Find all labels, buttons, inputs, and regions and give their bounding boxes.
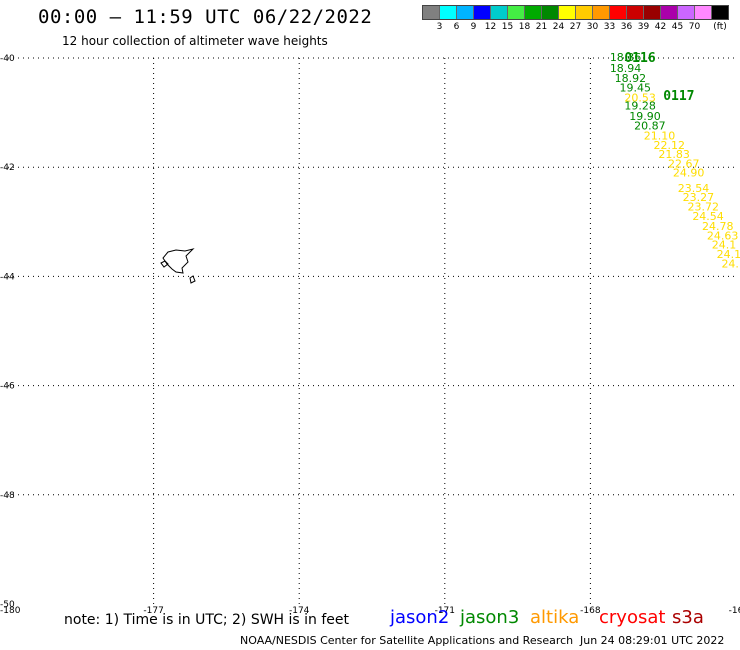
color-swatch bbox=[440, 6, 457, 19]
map-grid bbox=[8, 57, 736, 604]
color-scale-label: 9 bbox=[470, 22, 477, 32]
swh-value-label: 23.27 bbox=[683, 191, 715, 204]
color-swatch bbox=[610, 6, 627, 19]
legend-cryosat: cryosat bbox=[599, 607, 666, 628]
legend-s3a: s3a bbox=[672, 607, 704, 628]
footer-credit: NOAA/NESDIS Center for Satellite Applica… bbox=[240, 634, 574, 647]
swh-value-label: 20.87 bbox=[634, 120, 666, 133]
color-scale-swatches bbox=[422, 5, 729, 20]
x-tick-label: -171 bbox=[435, 606, 455, 616]
swh-value-label: 19.90 bbox=[629, 110, 661, 123]
swh-value-label: 21.83 bbox=[658, 148, 690, 161]
map-title: 00:00 – 11:59 UTC 06/22/2022 bbox=[38, 6, 373, 28]
color-swatch bbox=[559, 6, 576, 19]
color-scale-label: 70 bbox=[688, 22, 701, 32]
units-note: note: 1) Time is in UTC; 2) SWH is in fe… bbox=[64, 612, 350, 628]
color-scale-label: 6 bbox=[453, 22, 460, 32]
swh-value-label: 19.28 bbox=[624, 100, 656, 113]
color-swatch bbox=[661, 6, 678, 19]
color-swatch bbox=[491, 6, 508, 19]
color-swatch bbox=[678, 6, 695, 19]
island-islet bbox=[160, 260, 169, 268]
color-scale-label: 21 bbox=[535, 22, 548, 32]
color-swatch bbox=[474, 6, 491, 19]
swh-value-label: 24. bbox=[721, 257, 739, 270]
swh-value-label: 22.12 bbox=[653, 139, 685, 152]
y-tick-label: -42 bbox=[0, 163, 15, 173]
color-scale-label: 18 bbox=[518, 22, 531, 32]
map-axes: -180 -177 -174 -171 -168 -16 -40 -42 -44 -46 -48 -5… bbox=[0, 54, 740, 616]
x-tick-label: -16 bbox=[729, 606, 740, 616]
swh-value-label: 18.92 bbox=[615, 72, 647, 85]
color-swatch bbox=[525, 6, 542, 19]
swh-value-label: 21.10 bbox=[644, 130, 676, 143]
color-swatch bbox=[712, 6, 728, 19]
x-tick-label: -168 bbox=[580, 606, 601, 616]
color-scale-label: 24 bbox=[552, 22, 565, 32]
pass-id-label: 0117 bbox=[663, 89, 694, 104]
swh-value-label: 18.36 bbox=[610, 51, 642, 64]
island-islet-small bbox=[189, 275, 196, 284]
y-tick-label: -40 bbox=[0, 54, 15, 64]
legend-altika: altika bbox=[530, 607, 580, 628]
color-swatch bbox=[423, 6, 440, 19]
swh-value-label: 24.63 bbox=[707, 229, 739, 242]
x-tick-label: -174 bbox=[289, 606, 310, 616]
color-scale-labels: 3 6 9 12 15 18 21 24 27 30 33 36 39 42 45 70 (ft) bbox=[422, 20, 729, 32]
swh-value-label: 22.67 bbox=[668, 157, 700, 170]
y-tick-label: -48 bbox=[0, 491, 15, 501]
swh-value-label: 24.78 bbox=[702, 220, 734, 233]
color-scale-label: 3 bbox=[436, 22, 443, 32]
legend-jason3: jason3 bbox=[460, 607, 520, 628]
color-scale-label: 36 bbox=[620, 22, 633, 32]
color-scale-label: 42 bbox=[654, 22, 667, 32]
swh-value-label: 24.54 bbox=[692, 210, 724, 223]
map-subtitle: 12 hour collection of altimeter wave hei… bbox=[62, 34, 328, 48]
color-swatch bbox=[576, 6, 593, 19]
island-outline bbox=[162, 248, 195, 274]
swh-value-label: 24.1 bbox=[717, 248, 740, 261]
color-scale-label: 39 bbox=[637, 22, 650, 32]
color-scale-label: 30 bbox=[586, 22, 599, 32]
color-scale-label: 12 bbox=[484, 22, 497, 32]
color-scale-label: 15 bbox=[501, 22, 514, 32]
swh-value-label: 18.94 bbox=[610, 62, 642, 75]
x-tick-label: -177 bbox=[143, 606, 163, 616]
swh-value-label: 23.72 bbox=[687, 201, 719, 214]
color-swatch bbox=[593, 6, 610, 19]
color-swatch bbox=[542, 6, 559, 19]
color-swatch bbox=[644, 6, 661, 19]
footer-timestamp: Jun 24 08:29:01 UTC 2022 bbox=[580, 634, 725, 647]
x-tick-label: -180 bbox=[0, 606, 21, 616]
swh-value-label: 19.45 bbox=[620, 81, 652, 94]
swh-value-label: 24.1 bbox=[712, 239, 737, 252]
color-scale-label: 45 bbox=[671, 22, 684, 32]
swh-value-label: 24.90 bbox=[673, 167, 705, 180]
y-tick-label: -44 bbox=[0, 272, 15, 282]
y-tick-label: -46 bbox=[0, 382, 15, 392]
color-swatch bbox=[457, 6, 474, 19]
swh-value-label: 23.54 bbox=[678, 182, 710, 195]
color-swatch bbox=[627, 6, 644, 19]
color-swatch bbox=[508, 6, 525, 19]
islands bbox=[160, 248, 196, 284]
color-scale-unit: (ft) bbox=[713, 22, 727, 32]
color-swatch bbox=[695, 6, 712, 19]
color-scale-label: 33 bbox=[603, 22, 616, 32]
y-tick-label: -50 bbox=[0, 600, 15, 610]
swh-value-label: 20.53 bbox=[624, 91, 656, 104]
color-scale-legend: 3 6 9 12 15 18 21 24 27 30 33 36 39 42 45 70 (ft) bbox=[422, 5, 729, 32]
color-scale-label: 27 bbox=[569, 22, 582, 32]
pass-id-label: 0116 bbox=[624, 51, 655, 66]
legend-jason2: jason2 bbox=[390, 607, 450, 628]
